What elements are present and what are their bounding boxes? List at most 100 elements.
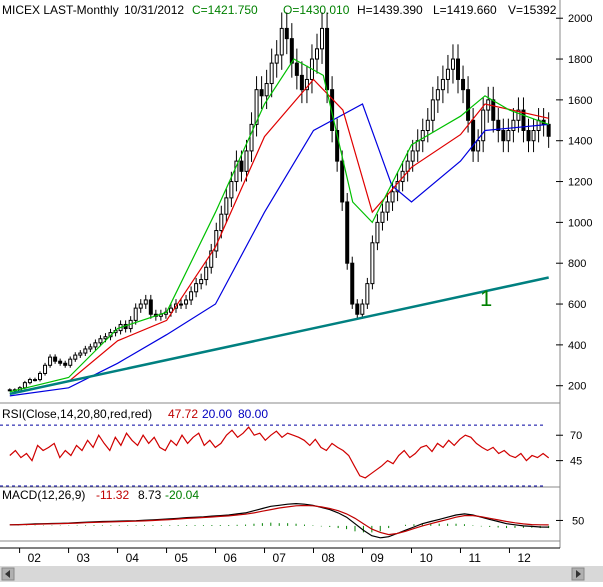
candle-body bbox=[501, 130, 506, 142]
x-tick-label: 09 bbox=[371, 551, 385, 565]
candle-body bbox=[98, 338, 103, 344]
candle-body bbox=[294, 62, 299, 76]
candle-body bbox=[22, 382, 27, 389]
x-tick-label: 06 bbox=[224, 551, 238, 565]
rsi-pane: 45 70 bbox=[0, 424, 582, 487]
candle-body bbox=[224, 197, 229, 215]
header-close: C=1421.750 bbox=[192, 3, 258, 17]
candle-body bbox=[380, 211, 385, 223]
header-date: 10/31/2012 bbox=[124, 3, 184, 17]
candle-body bbox=[209, 250, 214, 268]
header-high: H=1439.390 bbox=[357, 3, 423, 17]
candle-body bbox=[43, 364, 48, 374]
candle-body bbox=[264, 83, 269, 97]
candle-body bbox=[425, 119, 430, 131]
x-tick-label: 10 bbox=[419, 551, 433, 565]
price-y-tick-label: 600 bbox=[568, 299, 586, 311]
candle-body bbox=[375, 221, 380, 244]
candle-body bbox=[219, 213, 224, 232]
candle-body bbox=[320, 27, 325, 50]
price-y-tick-label: 1200 bbox=[568, 177, 592, 189]
trendline bbox=[9, 276, 549, 396]
candle-body bbox=[32, 379, 37, 382]
candle-body bbox=[450, 58, 455, 70]
macd-legend-label: MACD(12,26,9) bbox=[2, 488, 85, 502]
price-y-tick-label: 1400 bbox=[568, 136, 592, 148]
candle-body bbox=[274, 54, 279, 64]
trendline-label: 1 bbox=[480, 286, 492, 311]
candle-body bbox=[440, 78, 445, 91]
x-tick-label: 05 bbox=[175, 551, 189, 565]
x-tick-label: 04 bbox=[126, 551, 140, 565]
candle-body bbox=[168, 307, 173, 313]
candle-body bbox=[410, 150, 415, 162]
candle-body bbox=[199, 279, 204, 285]
candle-body bbox=[204, 266, 209, 281]
macd-legend-macd: -11.32 bbox=[96, 488, 129, 502]
price-y-axis: 200 400 600 800 1000 1200 1400 1600 1800 2000 bbox=[568, 13, 592, 393]
candle-body bbox=[395, 181, 400, 193]
candle-body bbox=[279, 27, 284, 56]
candle-body bbox=[189, 291, 194, 301]
candle-body bbox=[259, 89, 264, 97]
candle-body bbox=[254, 89, 259, 125]
candle-body bbox=[430, 99, 435, 121]
candle-body bbox=[194, 283, 199, 293]
price-y-tick-label: 200 bbox=[568, 381, 586, 393]
candle-body bbox=[73, 354, 78, 360]
candle-body bbox=[456, 58, 461, 80]
candle-body bbox=[511, 119, 516, 131]
price-y-tick-label: 1800 bbox=[568, 54, 592, 66]
candle-body bbox=[491, 99, 496, 121]
candle-body bbox=[143, 299, 148, 305]
candle-body bbox=[420, 130, 425, 142]
rsi-line bbox=[9, 426, 550, 479]
candle-body bbox=[244, 150, 249, 172]
header-volume: V=15392 bbox=[508, 3, 557, 17]
price-y-tick-label: 800 bbox=[568, 258, 586, 270]
scroll-right-icon bbox=[576, 570, 581, 578]
candle-body bbox=[78, 352, 83, 356]
candle-body bbox=[360, 303, 365, 315]
candle-body bbox=[365, 283, 370, 305]
header-low: L=1419.660 bbox=[433, 3, 497, 17]
candle-body bbox=[63, 362, 68, 366]
candle-body bbox=[385, 201, 390, 213]
x-tick-label: 02 bbox=[28, 551, 42, 565]
header-open: O=1430.010 bbox=[283, 3, 350, 17]
rsi-legend-label: RSI(Close,14,20,80,red,red) bbox=[2, 407, 152, 421]
x-tick-label: 03 bbox=[77, 551, 91, 565]
ma-slow-line bbox=[9, 103, 549, 397]
candle-body bbox=[7, 389, 12, 392]
candle-body bbox=[335, 130, 340, 162]
candle-body bbox=[68, 358, 73, 366]
candle-body bbox=[476, 140, 481, 152]
candle-body bbox=[471, 119, 476, 152]
candle-body bbox=[184, 299, 189, 305]
candle-body bbox=[526, 130, 531, 142]
x-tick-label: 12 bbox=[517, 551, 531, 565]
candle-body bbox=[481, 109, 486, 142]
candle-body bbox=[88, 346, 93, 350]
price-grid bbox=[556, 17, 563, 387]
candle-body bbox=[83, 348, 88, 354]
candle-body bbox=[93, 342, 98, 348]
candle-body bbox=[350, 262, 355, 305]
candle-body bbox=[289, 38, 294, 64]
macd-legend-signal: 8.73 bbox=[138, 488, 162, 502]
macd-legend-hist: -20.04 bbox=[165, 488, 199, 502]
scrollbar-track[interactable] bbox=[0, 566, 603, 582]
chart-title: MICEX LAST-Monthly bbox=[2, 3, 119, 17]
ma-fast-line bbox=[9, 58, 549, 393]
candle-body bbox=[239, 160, 244, 172]
macd-y-tick-label: 50 bbox=[572, 515, 584, 527]
x-tick-label: 11 bbox=[468, 551, 481, 565]
candle-body bbox=[249, 123, 254, 152]
macd-signal-line bbox=[9, 504, 549, 536]
candle-body bbox=[234, 160, 239, 183]
candle-body bbox=[138, 303, 143, 309]
candle-body bbox=[461, 78, 466, 91]
candle-body bbox=[179, 303, 184, 306]
